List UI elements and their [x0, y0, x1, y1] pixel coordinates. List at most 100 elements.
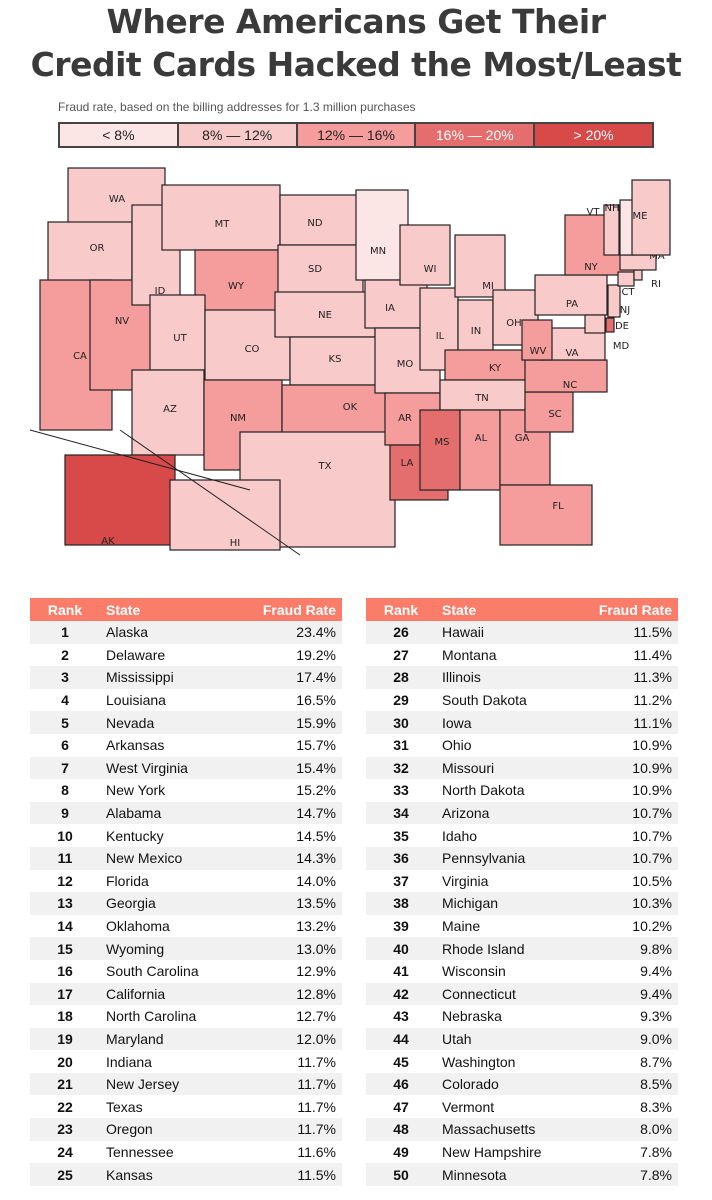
table-row: 30 Iowa 11.1% [366, 711, 678, 734]
table-row: 31 Ohio 10.9% [366, 734, 678, 757]
rank-cell: 7 [61, 759, 69, 776]
state-cell: Wyoming [106, 940, 165, 957]
rank-cell: 8 [61, 782, 69, 799]
table-row: 26 Hawaii 11.5% [366, 621, 678, 644]
state-label: OH [506, 318, 521, 329]
state-cell: New Mexico [106, 850, 183, 867]
rank-cell: 3 [61, 669, 69, 686]
rank-cell: 31 [393, 737, 409, 754]
state-de [605, 317, 615, 333]
state-mn [355, 189, 409, 281]
state-ri [633, 269, 643, 281]
rank-cell: 18 [57, 1008, 73, 1025]
state-label: AZ [163, 404, 177, 415]
legend-subtitle: Fraud rate, based on the billing address… [58, 100, 416, 114]
rank-cell: 39 [393, 918, 409, 935]
rank-cell: 32 [393, 759, 409, 776]
rank-cell: 34 [393, 805, 409, 822]
rank-cell: 29 [393, 692, 409, 709]
rank-cell: 46 [393, 1076, 409, 1093]
rate-cell: 19.2% [296, 646, 336, 663]
state-cell: Rhode Island [442, 940, 525, 957]
state-label: NY [584, 262, 598, 273]
state-sc [524, 391, 574, 433]
rank-cell: 24 [57, 1143, 73, 1160]
column-header-state: State [106, 601, 141, 618]
table-row: 7 West Virginia 15.4% [30, 756, 342, 780]
state-label: NJ [620, 305, 630, 316]
rank-cell: 23 [57, 1121, 73, 1138]
table-row: 33 North Dakota 10.9% [366, 779, 678, 802]
ranking-table-left: Rank State Fraud Rate 1 Alaska 23.4% 2 Delaware… [30, 598, 342, 1186]
table-row: 21 New Jersey 11.7% [30, 1072, 342, 1096]
state-cell: South Dakota [442, 692, 527, 709]
state-cell: Georgia [106, 895, 156, 912]
state-label: HI [230, 538, 240, 549]
table-row: 45 Washington 8.7% [366, 1050, 678, 1073]
state-ct [617, 271, 635, 287]
table-row: 1 Alaska 23.4% [30, 621, 342, 644]
rank-cell: 44 [393, 1030, 409, 1047]
column-header-rank: Rank [383, 601, 419, 618]
state-cell: Montana [442, 646, 497, 663]
state-label: OK [343, 402, 358, 413]
state-label: MI [482, 281, 494, 292]
state-label: GA [515, 433, 530, 444]
state-label: DE [615, 321, 629, 332]
rate-cell: 10.2% [632, 918, 672, 935]
state-cell: Utah [442, 1030, 472, 1047]
table-row: 12 Florida 14.0% [30, 870, 342, 893]
rate-cell: 14.5% [296, 827, 336, 844]
state-label: MD [613, 341, 630, 352]
rank-cell: 11 [57, 850, 73, 867]
state-label: NM [230, 413, 246, 424]
table-row: 32 Missouri 10.9% [366, 756, 678, 780]
column-header-rank: Rank [47, 601, 83, 618]
rate-cell: 12.9% [296, 963, 336, 980]
state-cell: Florida [106, 872, 149, 889]
rank-cell: 19 [57, 1030, 73, 1047]
rank-cell: 43 [393, 1008, 409, 1025]
state-cell: Pennsylvania [442, 850, 526, 867]
rank-cell: 15 [57, 940, 73, 957]
title-line-1: Where Americans Get Their [106, 2, 606, 41]
rate-cell: 12.8% [296, 985, 336, 1002]
state-label: MT [215, 219, 231, 230]
state-label: UT [173, 333, 187, 344]
state-or [47, 221, 133, 283]
rank-cell: 22 [57, 1098, 73, 1115]
rate-cell: 11.3% [633, 669, 672, 686]
rank-cell: 14 [57, 918, 73, 935]
rank-cell: 17 [57, 985, 73, 1002]
state-label: WY [228, 281, 245, 292]
rank-cell: 6 [61, 737, 69, 754]
rate-cell: 13.0% [296, 940, 336, 957]
rate-cell: 7.8% [640, 1143, 672, 1160]
rank-cell: 27 [393, 646, 409, 663]
state-az [131, 369, 205, 456]
table-row: 17 California 12.8% [30, 982, 342, 1006]
rank-cell: 2 [61, 646, 69, 663]
rate-cell: 10.7% [632, 827, 672, 844]
rank-cell: 41 [393, 963, 409, 980]
rate-cell: 15.9% [296, 714, 336, 731]
ranking-table-right: Rank State Fraud Rate 26 Hawaii 11.5% 27 Montan… [366, 598, 678, 1186]
rank-cell: 4 [61, 692, 69, 709]
state-wv [521, 319, 553, 361]
legend: < 8% 8% — 12% 12% — 16% 16% — 20% > 20% [58, 122, 654, 148]
table-row: 47 Vermont 8.3% [366, 1095, 678, 1118]
state-label: AL [475, 433, 488, 444]
state-cell: Louisiana [106, 692, 166, 709]
us-map: WA OR CA NV ID MT WY UT CO AZ NM ND SD NE KS OK TX MN IA MO… [29, 167, 671, 556]
table-row: 35 Idaho 10.7% [366, 824, 678, 847]
state-cell: Kansas [106, 1166, 153, 1183]
table-row: 37 Virginia 10.5% [366, 870, 678, 893]
state-label: WV [530, 346, 547, 357]
table-row: 4 Louisiana 16.5% [30, 689, 342, 712]
state-label: ME [633, 211, 648, 222]
column-header-rate: Fraud Rate [598, 601, 672, 618]
state-label: SD [308, 264, 322, 275]
state-cell: Arizona [442, 805, 490, 822]
rate-cell: 11.7% [297, 1121, 336, 1138]
rate-cell: 10.7% [632, 850, 672, 867]
